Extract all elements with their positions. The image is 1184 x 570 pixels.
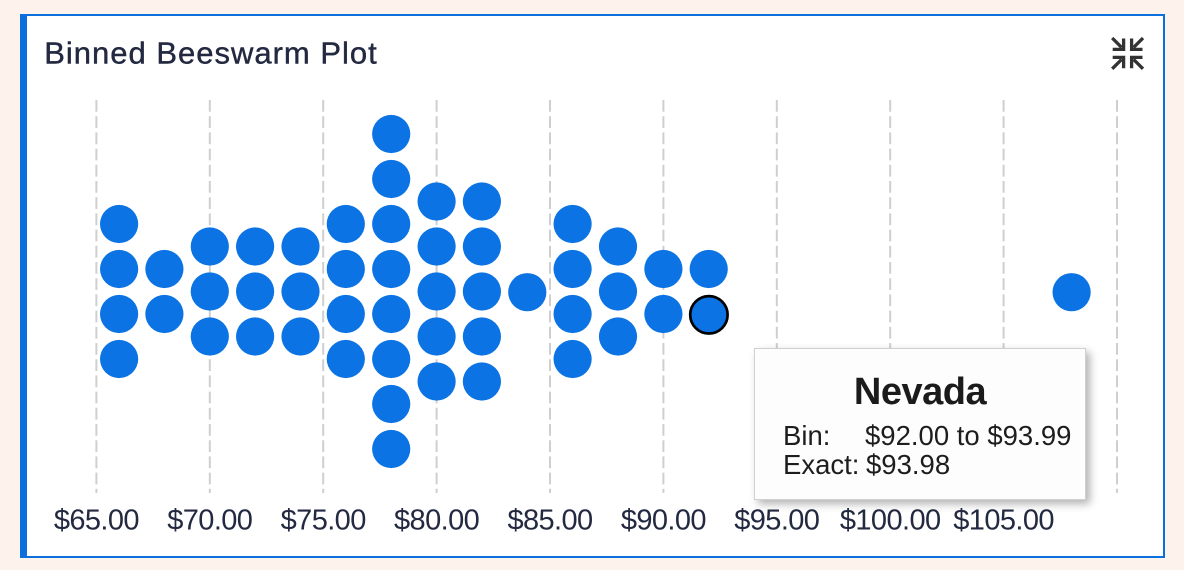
svg-text:$90.00: $90.00 xyxy=(621,505,706,537)
svg-text:Binned Beeswarm Plot: Binned Beeswarm Plot xyxy=(44,36,378,71)
svg-text:$100.00: $100.00 xyxy=(840,505,941,537)
svg-text:Nevada: Nevada xyxy=(854,371,988,413)
svg-text:$93.98: $93.98 xyxy=(866,449,950,480)
svg-text:$105.00: $105.00 xyxy=(953,505,1054,537)
svg-text:Exact:: Exact: xyxy=(783,449,859,480)
svg-text:$80.00: $80.00 xyxy=(394,505,479,537)
svg-text:$92.00 to $93.99: $92.00 to $93.99 xyxy=(865,420,1071,451)
svg-text:$65.00: $65.00 xyxy=(54,505,139,537)
svg-text:$85.00: $85.00 xyxy=(507,505,592,537)
svg-text:Bin:: Bin: xyxy=(783,420,830,451)
svg-text:$75.00: $75.00 xyxy=(281,505,366,537)
svg-text:$70.00: $70.00 xyxy=(167,505,252,537)
svg-text:$95.00: $95.00 xyxy=(734,505,819,537)
